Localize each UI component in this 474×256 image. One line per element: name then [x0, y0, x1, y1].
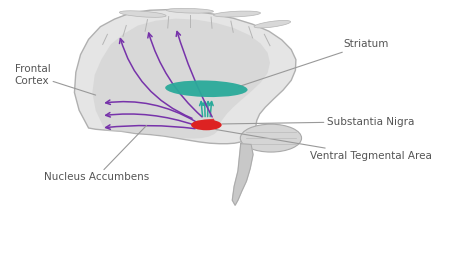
Ellipse shape	[119, 11, 166, 17]
Ellipse shape	[254, 20, 291, 28]
Text: Frontal
Cortex: Frontal Cortex	[15, 64, 96, 95]
Ellipse shape	[166, 8, 213, 13]
Polygon shape	[92, 19, 270, 139]
Polygon shape	[232, 144, 253, 205]
Ellipse shape	[213, 11, 261, 17]
Polygon shape	[74, 9, 296, 144]
Ellipse shape	[165, 80, 247, 97]
Text: Ventral Tegmental Area: Ventral Tegmental Area	[216, 130, 432, 161]
Text: Nucleus Accumbens: Nucleus Accumbens	[44, 125, 149, 182]
Ellipse shape	[191, 120, 222, 130]
Text: Striatum: Striatum	[238, 39, 388, 87]
Ellipse shape	[240, 124, 301, 152]
Text: Substantia Nigra: Substantia Nigra	[222, 117, 414, 127]
Polygon shape	[201, 119, 215, 126]
